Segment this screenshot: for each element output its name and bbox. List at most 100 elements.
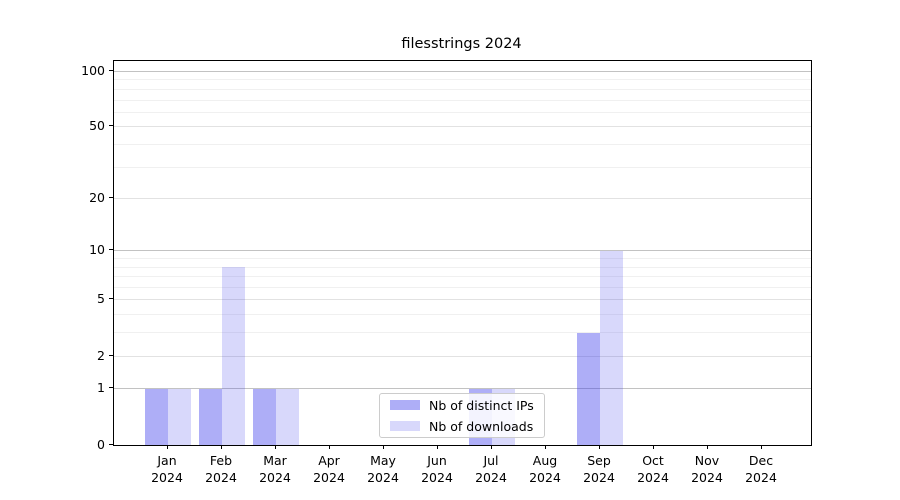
x-tick-year: 2024 [745,469,777,485]
gridline-3 [114,332,811,334]
gridline-6 [114,287,811,289]
x-tick-mark-feb [221,445,222,449]
x-tick-label-sep: Sep 2024 [567,453,631,486]
gridline-9 [114,258,811,260]
legend-item-distinct-ips: Nb of distinct IPs [380,397,544,413]
bar-distinct-ips-feb [199,388,222,445]
x-tick-year: 2024 [151,469,183,485]
legend-label-downloads: Nb of downloads [429,418,534,434]
x-tick-label-mar: Mar 2024 [243,453,307,486]
x-tick-label-jul: Jul 2024 [459,453,523,486]
gridline-20 [114,198,811,200]
x-tick-month: Apr [318,453,340,468]
gridline-80 [114,88,811,90]
legend-swatch-distinct-ips [390,400,420,410]
y-tick-label-10: 10 [89,242,105,258]
x-tick-mark-jun [437,445,438,449]
gridline-30 [114,166,811,168]
bar-distinct-ips-jan [145,388,168,445]
x-tick-label-oct: Oct 2024 [621,453,685,486]
x-tick-label-feb: Feb 2024 [189,453,253,486]
x-tick-year: 2024 [583,469,615,485]
legend-swatch-downloads [390,421,420,431]
x-tick-mark-mar [275,445,276,449]
legend-label-distinct-ips: Nb of distinct IPs [429,397,534,413]
x-tick-year: 2024 [259,469,291,485]
y-tick-label-5: 5 [97,291,105,307]
gridline-50 [114,126,811,128]
bar-downloads-mar [276,388,299,445]
y-tick-mark-20 [109,197,113,199]
x-tick-year: 2024 [367,469,399,485]
gridline-100 [114,71,811,72]
bar-distinct-ips-mar [253,388,276,445]
plot-area: Nb of distinct IPs Nb of downloads [113,60,812,446]
chart-title: filesstrings 2024 [401,36,522,52]
legend: Nb of distinct IPs Nb of downloads [379,393,545,438]
x-tick-mark-nov [707,445,708,449]
x-tick-mark-oct [653,445,654,449]
x-tick-month: May [370,453,396,468]
x-tick-month: Jun [427,453,447,468]
x-tick-year: 2024 [205,469,237,485]
x-tick-month: Jan [157,453,177,468]
x-tick-mark-sep [599,445,600,449]
x-tick-month: Mar [263,453,287,468]
x-tick-month: Sep [587,453,611,468]
x-tick-year: 2024 [637,469,669,485]
gridline-1 [114,388,811,390]
bar-downloads-sep [600,250,623,445]
gridline-7 [114,276,811,278]
x-tick-year: 2024 [691,469,723,485]
gridline-60 [114,111,811,113]
legend-item-downloads: Nb of downloads [380,418,544,434]
x-tick-year: 2024 [313,469,345,485]
x-tick-month: Oct [642,453,664,468]
x-tick-label-aug: Aug 2024 [513,453,577,486]
gridline-90 [114,79,811,81]
x-tick-year: 2024 [475,469,507,485]
y-tick-label-100: 100 [81,63,105,78]
gridline-2 [114,355,811,357]
bar-downloads-jan [168,388,191,445]
y-tick-mark-0 [109,443,113,445]
gridline-10 [114,250,811,252]
x-tick-mark-apr [329,445,330,449]
x-tick-label-jan: Jan 2024 [135,453,199,486]
y-tick-mark-5 [109,298,113,300]
gridline-40 [114,143,811,145]
bar-downloads-feb [222,267,245,445]
x-tick-mark-jul [491,445,492,449]
gridline-4 [114,314,811,316]
y-tick-mark-10 [109,249,113,251]
y-tick-label-50: 50 [89,118,105,134]
y-tick-mark-1 [109,387,113,389]
x-tick-label-may: May 2024 [351,453,415,486]
y-tick-label-2: 2 [97,347,105,363]
x-tick-mark-dec [761,445,762,449]
x-tick-label-apr: Apr 2024 [297,453,361,486]
x-tick-month: Dec [748,453,774,468]
y-tick-mark-50 [109,125,113,127]
bar-distinct-ips-sep [577,332,600,445]
x-tick-mark-jan [167,445,168,449]
y-tick-label-0: 0 [97,436,105,452]
x-tick-label-dec: Dec 2024 [729,453,793,486]
y-tick-mark-100 [109,70,113,71]
y-tick-label-1: 1 [97,380,105,396]
x-tick-year: 2024 [421,469,453,485]
x-tick-month: Nov [694,453,720,468]
x-tick-label-jun: Jun 2024 [405,453,469,486]
x-tick-month: Feb [209,453,233,468]
y-tick-label-20: 20 [89,190,105,206]
gridline-5 [114,299,811,301]
gridline-8 [114,266,811,268]
gridline-70 [114,99,811,101]
x-tick-month: Jul [483,453,499,468]
x-tick-label-nov: Nov 2024 [675,453,739,486]
x-tick-mark-aug [545,445,546,449]
x-tick-month: Aug [532,453,558,468]
y-tick-mark-2 [109,354,113,356]
x-tick-year: 2024 [529,469,561,485]
